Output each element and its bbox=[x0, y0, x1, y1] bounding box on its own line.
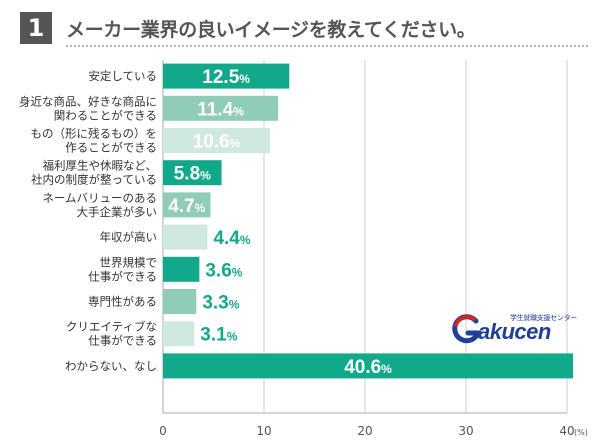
value-label: 11.4% bbox=[197, 99, 244, 120]
bar bbox=[163, 128, 271, 153]
bar bbox=[163, 160, 222, 186]
x-tick-label: 0 bbox=[159, 424, 167, 438]
bar bbox=[163, 63, 290, 89]
x-tick-label: 10 bbox=[256, 424, 271, 438]
bar bbox=[163, 95, 279, 121]
category-label: 福利厚生や休暇など、 bbox=[43, 159, 157, 173]
value-label: 5.8% bbox=[174, 164, 211, 185]
x-axis-unit: (%) bbox=[574, 428, 588, 437]
value-label: 3.1% bbox=[200, 325, 237, 346]
category-label: わからない、なし bbox=[65, 359, 157, 373]
bar bbox=[163, 353, 574, 379]
value-label: 3.6% bbox=[205, 260, 242, 281]
category-label: 身近な商品、好きな商品に bbox=[19, 94, 157, 108]
x-tick-label: 30 bbox=[458, 424, 473, 438]
gakucen-logo: 学生就職支援センター akucen bbox=[452, 313, 580, 351]
logo-tagline: 学生就職支援センター bbox=[510, 314, 577, 322]
bar bbox=[163, 192, 211, 218]
category-label: 大手企業が多い bbox=[77, 205, 158, 219]
value-label: 10.6% bbox=[193, 132, 241, 153]
title-divider bbox=[66, 45, 588, 47]
x-tick-label: 40 bbox=[559, 424, 574, 438]
logo-wordmark: akucen bbox=[478, 319, 551, 344]
bar bbox=[163, 289, 197, 314]
value-label: 4.7% bbox=[168, 196, 205, 217]
category-label: 年収が高い bbox=[100, 230, 158, 244]
bar bbox=[163, 321, 195, 347]
category-label: ネームバリューのある bbox=[42, 191, 157, 205]
category-label: 作ることができる bbox=[65, 141, 157, 155]
question-number: 1 bbox=[27, 14, 45, 42]
category-label: 世界規模で bbox=[100, 255, 158, 269]
category-label: 社内の制度が整っている bbox=[31, 173, 157, 187]
category-label: 仕事ができる bbox=[88, 269, 157, 283]
value-label: 3.3% bbox=[202, 293, 239, 314]
category-label: 専門性がある bbox=[88, 295, 157, 309]
category-label: クリエイティブな bbox=[66, 320, 157, 334]
question-number-badge: 1 bbox=[20, 12, 52, 44]
page-title: メーカー業界の良いイメージを教えてください。 bbox=[66, 19, 476, 41]
value-label: 40.6% bbox=[344, 357, 392, 378]
category-label: 仕事ができる bbox=[88, 334, 157, 348]
category-label: 関わることができる bbox=[54, 108, 157, 122]
g-logo-icon bbox=[452, 314, 482, 344]
category-label: もの（形に残るもの）を bbox=[31, 127, 158, 141]
value-label: 4.4% bbox=[213, 228, 250, 249]
bar bbox=[163, 224, 208, 250]
x-tick-label: 20 bbox=[357, 424, 372, 438]
bar bbox=[163, 256, 200, 282]
value-label: 12.5% bbox=[202, 67, 250, 88]
category-label: 安定している bbox=[88, 69, 157, 83]
